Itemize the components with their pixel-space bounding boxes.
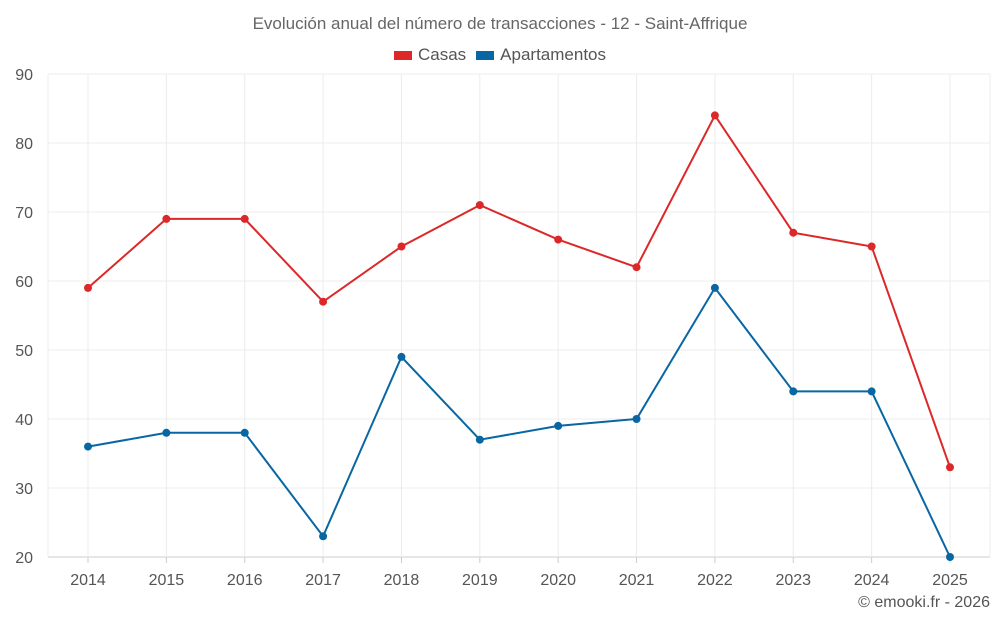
data-point [240,214,249,223]
x-tick-label: 2017 [305,572,341,589]
x-tick-label: 2022 [697,572,733,589]
legend-swatch [393,50,412,60]
y-tick-label: 40 [15,412,33,429]
legend: Casas Apartamentos [0,45,1000,65]
data-point [475,201,484,210]
y-tick-label: 80 [15,136,33,153]
data-point [397,352,406,361]
data-point [240,428,249,437]
x-tick-label: 2014 [70,572,106,589]
data-point [84,283,92,292]
x-tick-label: 2015 [149,572,185,589]
data-point [632,263,641,272]
x-tick-label: 2020 [540,572,576,589]
x-tick-label: 2024 [854,572,890,589]
data-point [84,442,92,451]
credit: © emooki.fr - 2026 [858,594,990,611]
data-point [867,242,876,251]
data-point [710,111,719,120]
data-point [162,428,171,437]
legend-item-apartamentos[interactable]: Apartamentos [476,45,606,65]
y-tick-label: 20 [15,550,33,567]
y-tick-label: 30 [15,481,33,498]
data-point [162,214,171,223]
x-tick-label: 2018 [384,572,420,589]
data-point [789,228,798,237]
x-tick-label: 2021 [619,572,655,589]
legend-swatch [476,50,495,60]
y-tick-label: 90 [15,67,33,84]
x-tick-label: 2023 [775,572,811,589]
data-point [710,283,719,292]
data-point [867,387,876,396]
y-tick-label: 60 [15,274,33,291]
x-tick-label: 2019 [462,572,498,589]
data-point [475,435,484,444]
data-point [319,297,328,306]
data-point [397,242,406,251]
chart-title: Evolución anual del número de transaccio… [252,14,748,33]
data-point [946,553,954,561]
series-line-apartamentos [87,286,951,558]
data-point [789,387,798,396]
data-point [554,421,563,430]
data-point [554,235,563,244]
x-tick-label: 2016 [227,572,263,589]
data-point [946,463,954,472]
legend-item-casas[interactable]: Casas [393,45,467,65]
data-point [319,532,328,541]
y-tick-label: 70 [15,205,33,222]
legend-label: Apartamentos [500,45,607,64]
y-tick-label: 50 [15,343,33,360]
data-point [632,415,641,423]
series-line-casas [87,113,951,468]
x-tick-label: 2025 [932,572,968,589]
legend-label: Casas [417,45,467,64]
